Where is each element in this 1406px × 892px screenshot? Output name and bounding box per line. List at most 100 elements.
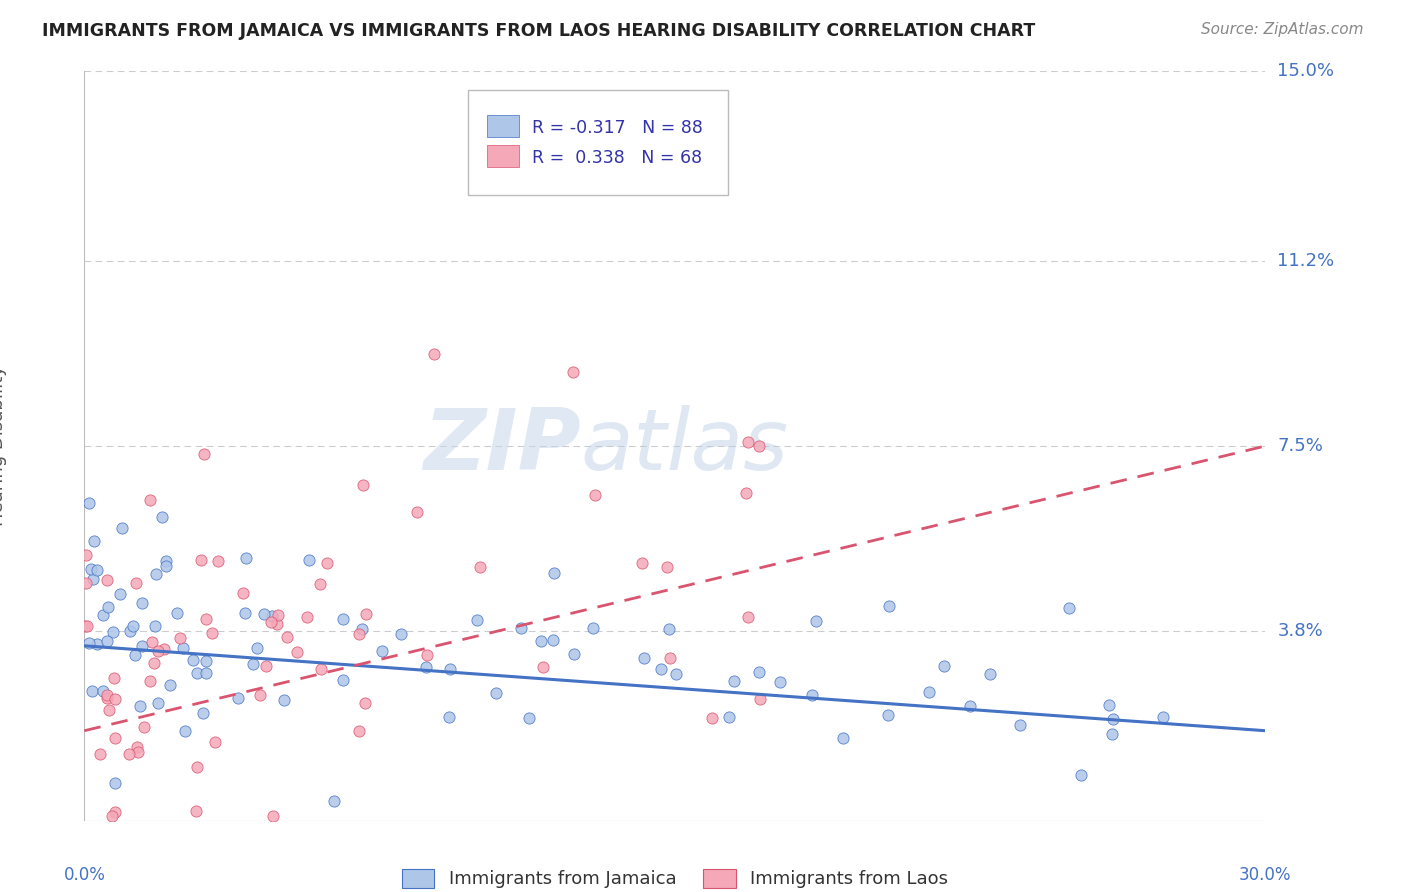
Point [172, 641, 194, 656]
Point [354, 696, 377, 710]
Point [96, 691, 118, 706]
Point [118, 624, 141, 638]
Point [186, 760, 208, 774]
Point [226, 690, 249, 705]
Point [193, 706, 215, 720]
Point [309, 577, 332, 591]
Point [633, 651, 655, 665]
Point [352, 477, 374, 491]
Point [193, 447, 215, 461]
Point [718, 710, 741, 724]
Point [655, 559, 678, 574]
Point [91, 607, 114, 622]
Point [804, 615, 827, 629]
Text: 0.0%: 0.0% [63, 865, 105, 884]
Point [96, 573, 118, 587]
Point [509, 621, 531, 635]
Point [96, 634, 118, 648]
Point [75, 576, 97, 591]
Point [124, 648, 146, 662]
Point [155, 553, 177, 567]
Text: 11.2%: 11.2% [1277, 252, 1334, 270]
Point [129, 699, 152, 714]
Point [150, 510, 173, 524]
Point [108, 587, 131, 601]
Point [82, 572, 104, 586]
Point [665, 667, 688, 681]
Text: R =  0.338   N = 68: R = 0.338 N = 68 [531, 149, 702, 167]
Point [543, 566, 565, 580]
Point [86, 563, 108, 577]
Point [1101, 727, 1123, 741]
Point [139, 674, 162, 689]
Legend: Immigrants from Jamaica, Immigrants from Laos: Immigrants from Jamaica, Immigrants from… [394, 862, 956, 892]
Point [439, 709, 461, 723]
Point [80, 562, 103, 576]
Text: 3.8%: 3.8% [1277, 622, 1323, 640]
Point [354, 607, 377, 622]
Text: 15.0%: 15.0% [1277, 62, 1334, 80]
Point [422, 347, 444, 361]
Point [276, 630, 298, 644]
Point [650, 662, 672, 676]
Point [352, 622, 374, 636]
Point [77, 636, 100, 650]
Point [832, 731, 855, 746]
FancyBboxPatch shape [468, 90, 728, 195]
Point [485, 686, 508, 700]
FancyBboxPatch shape [486, 145, 519, 168]
Text: IMMIGRANTS FROM JAMAICA VS IMMIGRANTS FROM LAOS HEARING DISABILITY CORRELATION C: IMMIGRANTS FROM JAMAICA VS IMMIGRANTS FR… [42, 22, 1035, 40]
Point [371, 643, 394, 657]
Point [125, 575, 148, 590]
Point [242, 657, 264, 671]
Point [86, 637, 108, 651]
Point [468, 560, 491, 574]
Point [75, 619, 97, 633]
Point [139, 493, 162, 508]
Point [235, 551, 257, 566]
Text: 7.5%: 7.5% [1277, 437, 1323, 455]
Point [159, 678, 181, 692]
Text: R = -0.317   N = 88: R = -0.317 N = 88 [531, 119, 703, 136]
Point [246, 640, 269, 655]
Point [349, 627, 371, 641]
Point [801, 688, 824, 702]
Point [531, 660, 554, 674]
Point [145, 567, 167, 582]
Point [439, 663, 461, 677]
Point [103, 671, 125, 685]
Point [207, 554, 229, 568]
Point [737, 434, 759, 449]
Point [249, 689, 271, 703]
Point [582, 621, 605, 635]
Point [143, 656, 166, 670]
Point [918, 684, 941, 698]
Point [285, 645, 308, 659]
Point [110, 521, 132, 535]
Point [131, 639, 153, 653]
Point [267, 607, 290, 622]
Text: Hearing Disability: Hearing Disability [0, 366, 7, 526]
Point [253, 607, 276, 621]
Point [316, 556, 339, 570]
Point [561, 365, 583, 379]
Point [332, 612, 354, 626]
Point [98, 703, 121, 717]
Point [201, 626, 224, 640]
Text: Source: ZipAtlas.com: Source: ZipAtlas.com [1201, 22, 1364, 37]
Point [415, 648, 437, 662]
Point [131, 596, 153, 610]
FancyBboxPatch shape [486, 115, 519, 137]
Point [309, 662, 332, 676]
Point [254, 658, 277, 673]
Point [153, 641, 176, 656]
Point [91, 684, 114, 698]
Point [104, 691, 127, 706]
Point [76, 619, 98, 633]
Text: ZIP: ZIP [423, 404, 581, 488]
Point [194, 611, 217, 625]
Point [405, 505, 427, 519]
Point [768, 675, 790, 690]
Point [979, 667, 1001, 681]
Point [959, 699, 981, 714]
